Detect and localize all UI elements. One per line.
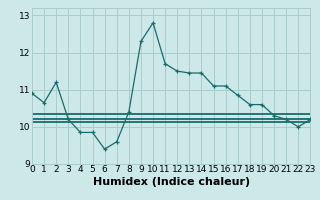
X-axis label: Humidex (Indice chaleur): Humidex (Indice chaleur) bbox=[92, 177, 250, 187]
